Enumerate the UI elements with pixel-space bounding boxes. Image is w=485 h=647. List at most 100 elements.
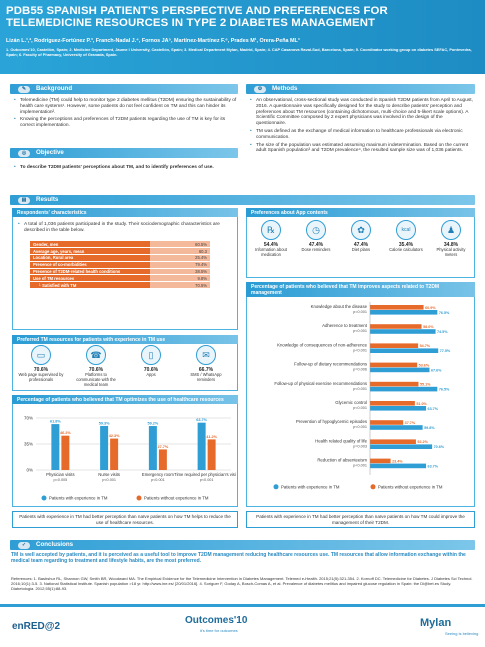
bar <box>370 420 404 425</box>
outcomes-tagline: it's time for outcomes <box>200 628 238 633</box>
kcal-icon: kcal <box>396 220 416 240</box>
background-bullet: Knowing the perceptions and preferences … <box>14 117 238 129</box>
icon-item: kcal 35.4% Calorie calculators <box>385 220 427 253</box>
icon-label: Platforms to communicate with the medica… <box>76 372 116 387</box>
bar <box>61 435 70 470</box>
icon-label: Diet plans <box>351 247 371 252</box>
icon-pct: 34.8% <box>443 242 459 248</box>
icon-item: ▭ 70.6% Web page supervised by professiona… <box>18 345 64 383</box>
y-tick-label: 35% <box>24 442 33 447</box>
bar <box>370 401 415 406</box>
management-chart-panel <box>246 282 475 507</box>
category-label: Glycemic control <box>335 400 367 405</box>
data-label: 46.2% <box>60 431 71 435</box>
p-value: p=0.001 <box>353 310 367 314</box>
p-value: p<0.001 <box>102 478 116 482</box>
bar <box>370 310 438 315</box>
respondents-row: Location, Rural area 25.4% <box>30 254 210 262</box>
data-label: 53.6% <box>419 363 430 367</box>
data-label: 67.6% <box>431 368 442 372</box>
icon-item: ☎ 70.6% Platforms to communicate with the … <box>73 345 119 387</box>
bar <box>100 425 109 470</box>
p-value: p<0.001 <box>353 387 367 391</box>
outcomes-logo: Outcomes'10 <box>185 615 248 626</box>
respondents-intro: A total of 1,036 patients participated i… <box>18 222 233 236</box>
icon-item: ✿ 47.4% Diet plans <box>340 220 382 253</box>
data-label: 59.8% <box>424 426 435 430</box>
app-content-title: Preferences about App contents <box>246 208 475 217</box>
bar <box>370 324 422 329</box>
legend-label: Patients with experience in TM <box>281 484 340 489</box>
x-tick-label: Nurse visits <box>98 472 120 477</box>
respondents-label: Location, Rural area <box>30 254 150 262</box>
p-value: p<0.001 <box>353 425 367 429</box>
mylan-tagline: Seeing is believing <box>445 631 479 636</box>
data-label: 54.7% <box>420 344 431 348</box>
respondents-row: Average age, years, mean 60.3 <box>30 247 210 256</box>
bar <box>51 424 60 470</box>
bar <box>370 463 427 469</box>
data-label: 37.7% <box>405 421 416 425</box>
respondents-value: 60.3 <box>150 247 210 256</box>
legend-label: Patients without experience in TM <box>378 484 443 489</box>
p-value: p=0.005 <box>53 478 67 482</box>
pill-icon: ℞ <box>261 220 281 240</box>
icon-label: SMS / WhatsApp reminders <box>190 372 222 382</box>
icon-label: Information about medication <box>255 247 287 257</box>
poster-header: PDB55 SPANISH PATIENT'S PERSPECTIVE AND … <box>0 0 485 74</box>
conclusions-text: TM is well accepted by patients, and it … <box>11 552 466 565</box>
data-label: 76.5% <box>439 311 450 315</box>
category-label: Knowledge about the disease <box>311 304 368 309</box>
category-label: Health related quality of life <box>315 438 367 443</box>
bar <box>370 386 438 392</box>
legend-dot <box>136 495 142 501</box>
icon-item: ◷ 47.4% Dose reminders <box>295 220 337 253</box>
respondents-label: Use of TM resources <box>30 274 150 283</box>
management-chart-title: Percentage of patients who believed that… <box>246 282 475 297</box>
respondents-value: 70.5% <box>150 281 210 290</box>
results-icon: ▤ <box>18 196 30 204</box>
respondents-label: └ Satisfied with TM <box>30 281 150 290</box>
respondents-title: Respondents' characteristics <box>12 208 238 217</box>
enred-logo: enRED@2 <box>12 621 61 632</box>
respondents-table: Gender, men 60.5% Average age, years, mean… <box>30 241 210 290</box>
icon-pct: 35.4% <box>398 242 414 248</box>
background-text: Telemedicine (TM) could help to monitor … <box>14 98 238 131</box>
category-label: Follow-up of dietary recommendations <box>294 362 367 367</box>
p-value: p<0.001 <box>353 464 367 468</box>
p-value: p<0.001 <box>353 348 367 352</box>
web-icon: ▭ <box>31 345 51 365</box>
icon-item: ▯ 70.6% Apps <box>128 345 174 378</box>
respondents-label: Average age, years, mean <box>30 247 150 256</box>
data-label: 76.5% <box>439 388 450 392</box>
healthcare-bar-chart: 0% 35% 70% 61.8% 46.2% Physician visitsp=0.00… <box>24 416 236 501</box>
icon-pct: 70.6% <box>88 367 104 373</box>
data-label: 59.3% <box>99 421 110 425</box>
data-label: 63.7% <box>196 418 207 422</box>
background-icon: ✎ <box>18 85 30 93</box>
y-tick-label: 0% <box>26 468 33 473</box>
icon-item: ℞ 54.4% Information about medication <box>250 220 292 258</box>
bar <box>370 329 436 334</box>
icon-pct: 47.4% <box>308 242 324 248</box>
category-label: Prevention of hypoglycemic episodes <box>296 419 367 424</box>
legend-dot <box>370 484 376 490</box>
respondents-row: Presence of co-morbidities 79.4% <box>30 261 210 269</box>
respondents-row: └ Satisfied with TM 70.5% <box>30 281 210 290</box>
data-label: 41.2% <box>206 435 217 439</box>
respondents-value: 60.5% <box>150 241 210 249</box>
data-label: 51.0% <box>416 402 427 406</box>
bar <box>370 439 416 444</box>
data-label: 74.5% <box>437 330 448 334</box>
y-tick-label: 70% <box>24 416 33 421</box>
check-icon: ✓ <box>18 541 30 549</box>
bar <box>370 381 419 387</box>
platform-icon: ☎ <box>86 345 106 365</box>
background-bullet: Telemedicine (TM) could help to monitor … <box>14 98 238 115</box>
icon-label: Calorie calculators <box>389 247 423 252</box>
conclusions-heading: ✓ Conclusions <box>10 540 475 550</box>
note-left: Patients with experience in TM had bette… <box>12 511 238 529</box>
p-value: p<0.001 <box>151 478 165 482</box>
data-label: 63.7% <box>428 464 439 468</box>
data-label: 52.2% <box>417 440 428 444</box>
